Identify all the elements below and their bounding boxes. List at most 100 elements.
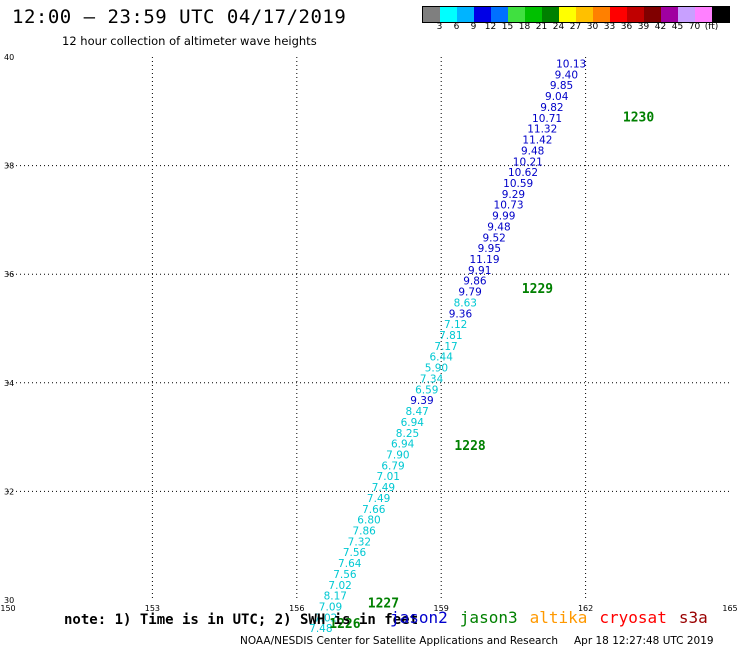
wave-height-label: 9.95 — [478, 243, 501, 255]
colorbar-swatch — [559, 7, 576, 22]
wave-height-label: 7.32 — [348, 536, 371, 548]
satellite-s3a: s3a — [678, 608, 708, 627]
satellite-jason3: jason3 — [459, 608, 518, 627]
x-tick-label: 159 — [434, 604, 449, 613]
chart-title: 12:00 – 23:59 UTC 04/17/2019 — [12, 6, 347, 28]
colorbar-swatch — [491, 7, 508, 22]
colorbar-swatch — [695, 7, 712, 22]
colorbar-tick-label: 15 — [501, 22, 514, 32]
colorbar-tick-label: 27 — [569, 22, 582, 32]
wave-height-label: 7.01 — [377, 471, 400, 483]
wave-height-label: 7.09 — [319, 602, 342, 614]
colorbar-swatch — [661, 7, 678, 22]
wave-height-label: 7.49 — [367, 493, 390, 505]
colorbar-tick-label: (ft) — [704, 22, 719, 32]
wave-height-label: 10.62 — [508, 167, 538, 179]
colorbar-swatch — [593, 7, 610, 22]
colorbar-tick-label: 12 — [484, 22, 497, 32]
y-tick-label: 32 — [4, 487, 14, 496]
colorbar-tick-label: 3 — [436, 22, 443, 32]
wave-height-label: 9.91 — [468, 265, 491, 277]
wave-height-label: 9.40 — [555, 69, 578, 81]
y-tick-label: 34 — [4, 379, 14, 388]
colorbar-tick-label: 21 — [535, 22, 548, 32]
wave-height-label: 9.85 — [550, 80, 573, 92]
wave-height-label: 7.86 — [352, 525, 376, 537]
wave-height-label: 11.32 — [527, 124, 557, 136]
colorbar-swatch — [610, 7, 627, 22]
y-tick-label: 40 — [4, 53, 14, 62]
wave-height-label: 9.36 — [449, 308, 473, 320]
wave-height-label: 7.56 — [333, 569, 357, 581]
x-tick-label: 153 — [145, 604, 160, 613]
x-tick-label: 156 — [289, 604, 304, 613]
wave-height-label: 5.90 — [425, 363, 448, 375]
time-label: 1228 — [454, 439, 485, 454]
time-label: 1229 — [522, 282, 553, 297]
colorbar-swatch — [576, 7, 593, 22]
wave-height-label: 10.73 — [494, 200, 524, 212]
wave-height-label: 8.25 — [396, 428, 419, 440]
wave-height-label: 7.90 — [386, 449, 409, 461]
colorbar-tick-label: 24 — [552, 22, 565, 32]
colorbar-tick-label: 45 — [671, 22, 684, 32]
wave-height-label: 6.94 — [391, 439, 415, 451]
colorbar-swatch — [525, 7, 542, 22]
satellite-legend: jason2 jason3 altika cryosat s3a — [390, 608, 720, 627]
colorbar-swatch — [627, 7, 644, 22]
x-tick-label: 162 — [578, 604, 593, 613]
colorbar-tick-label: 30 — [586, 22, 599, 32]
time-label: 1226 — [329, 617, 360, 632]
y-tick-label: 30 — [4, 596, 14, 605]
wave-height-label: 9.82 — [540, 102, 563, 114]
wave-height-label: 6.80 — [357, 515, 380, 527]
wave-height-label: 9.79 — [458, 287, 481, 299]
colorbar-swatch — [542, 7, 559, 22]
time-label: 1230 — [623, 111, 654, 126]
colorbar-swatch — [644, 7, 661, 22]
colorbar-swatch — [423, 7, 440, 22]
wave-height-label: 8.47 — [405, 406, 428, 418]
wave-height-label: 10.59 — [503, 178, 533, 190]
wave-height-label: 7.48 — [309, 623, 332, 635]
wave-height-label: 10.71 — [532, 113, 562, 125]
y-tick-label: 36 — [4, 270, 14, 279]
wave-height-label: 6.59 — [415, 384, 438, 396]
wave-height-label: 9.29 — [502, 189, 525, 201]
wave-height-label: 7.81 — [439, 330, 462, 342]
wave-height-label: 9.99 — [492, 211, 515, 223]
wave-height-label: 7.34 — [420, 373, 444, 385]
wave-height-label: 7.12 — [444, 319, 467, 331]
satellite-altika: altika — [529, 608, 588, 627]
time-label: 1227 — [368, 597, 399, 612]
colorbar-swatch — [678, 7, 695, 22]
wave-height-label: 8.63 — [454, 297, 477, 309]
wave-height-label: 9.86 — [463, 276, 487, 288]
colorbar-swatch — [474, 7, 491, 22]
wave-height-label: 9.04 — [545, 91, 569, 103]
colorbar-tick-label: 6 — [453, 22, 460, 32]
colorbar-swatch — [457, 7, 474, 22]
x-tick-label: 165 — [722, 604, 737, 613]
colorbar-tick-label: 36 — [620, 22, 633, 32]
colorbar-tick-label: 39 — [637, 22, 650, 32]
colorbar-swatch — [508, 7, 525, 22]
note-text: note: 1) Time is in UTC; 2) SWH is in fe… — [64, 612, 419, 628]
timestamp: Apr 18 12:27:48 UTC 2019 — [574, 635, 714, 647]
wave-height-label: 10.21 — [513, 156, 543, 168]
colorbar — [422, 6, 730, 23]
colorbar-swatch — [712, 7, 729, 22]
colorbar-tick-label: 33 — [603, 22, 616, 32]
wave-height-label: 9.48 — [521, 145, 544, 157]
satellite-cryosat: cryosat — [599, 608, 667, 627]
wave-height-label: 6.44 — [430, 352, 454, 364]
credit-line: NOAA/NESDIS Center for Satellite Applica… — [240, 635, 714, 647]
wave-height-label: 7.17 — [434, 341, 457, 353]
wave-height-label: 9.48 — [487, 221, 510, 233]
colorbar-tick-label: 42 — [654, 22, 667, 32]
wave-height-label: 11.42 — [522, 135, 552, 147]
wave-height-label: 11.19 — [469, 254, 499, 266]
wave-height-label: 8.17 — [324, 591, 347, 603]
